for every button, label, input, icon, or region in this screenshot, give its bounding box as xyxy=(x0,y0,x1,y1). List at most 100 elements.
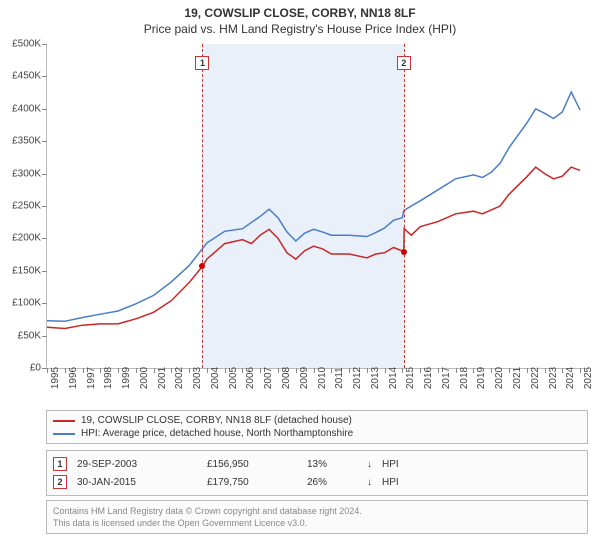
x-tick-mark xyxy=(473,368,474,373)
y-tick-label: £400K xyxy=(3,103,41,114)
y-tick-label: £250K xyxy=(3,201,41,212)
x-tick-label: 2006 xyxy=(245,367,256,389)
footer-box: Contains HM Land Registry data © Crown c… xyxy=(46,500,588,534)
x-tick-mark xyxy=(242,368,243,373)
y-tick-mark xyxy=(42,336,47,337)
x-tick-mark xyxy=(100,368,101,373)
x-tick-mark xyxy=(278,368,279,373)
x-tick-mark xyxy=(367,368,368,373)
footer-line-2: This data is licensed under the Open Gov… xyxy=(53,517,581,529)
x-tick-mark xyxy=(171,368,172,373)
legend-label-price-paid: 19, COWSLIP CLOSE, CORBY, NN18 8LF (deta… xyxy=(81,415,352,426)
x-tick-mark xyxy=(296,368,297,373)
x-tick-mark xyxy=(225,368,226,373)
sale-vline-label: 2 xyxy=(397,56,411,70)
x-tick-label: 2024 xyxy=(565,367,576,389)
x-tick-label: 2018 xyxy=(459,367,470,389)
y-tick-label: £500K xyxy=(3,39,41,50)
transaction-marker-1: 1 xyxy=(53,457,67,471)
x-tick-label: 2005 xyxy=(228,367,239,389)
x-tick-mark xyxy=(154,368,155,373)
x-tick-mark xyxy=(491,368,492,373)
x-tick-mark xyxy=(402,368,403,373)
sale-vline xyxy=(404,44,405,368)
x-tick-label: 2012 xyxy=(352,367,363,389)
y-tick-label: £0 xyxy=(3,363,41,374)
x-tick-label: 1997 xyxy=(86,367,97,389)
x-tick-mark xyxy=(189,368,190,373)
x-tick-label: 2008 xyxy=(281,367,292,389)
y-tick-mark xyxy=(42,109,47,110)
legend-label-hpi: HPI: Average price, detached house, Nort… xyxy=(81,428,353,439)
x-tick-label: 2002 xyxy=(174,367,185,389)
x-tick-label: 2009 xyxy=(299,367,310,389)
x-tick-mark xyxy=(456,368,457,373)
y-tick-label: £200K xyxy=(3,233,41,244)
transaction-price-2: £179,750 xyxy=(207,477,297,488)
x-tick-mark xyxy=(420,368,421,373)
x-tick-mark xyxy=(527,368,528,373)
x-tick-mark xyxy=(349,368,350,373)
y-tick-mark xyxy=(42,174,47,175)
legend-row-price-paid: 19, COWSLIP CLOSE, CORBY, NN18 8LF (deta… xyxy=(53,414,581,427)
x-tick-label: 2013 xyxy=(370,367,381,389)
y-tick-mark xyxy=(42,303,47,304)
sale-dot xyxy=(401,249,407,255)
x-tick-label: 2003 xyxy=(192,367,203,389)
transactions-box: 1 29-SEP-2003 £156,950 13% ↓ HPI 2 30-JA… xyxy=(46,450,588,496)
x-tick-mark xyxy=(83,368,84,373)
x-tick-label: 2017 xyxy=(441,367,452,389)
y-tick-mark xyxy=(42,206,47,207)
page-root: 19, COWSLIP CLOSE, CORBY, NN18 8LF Price… xyxy=(0,0,600,560)
y-tick-mark xyxy=(42,76,47,77)
x-tick-mark xyxy=(47,368,48,373)
arrow-down-icon: ↓ xyxy=(367,477,372,488)
x-tick-mark xyxy=(207,368,208,373)
x-tick-mark xyxy=(580,368,581,373)
x-tick-mark xyxy=(545,368,546,373)
y-tick-mark xyxy=(42,44,47,45)
transaction-row-1: 1 29-SEP-2003 £156,950 13% ↓ HPI xyxy=(53,455,581,473)
x-tick-mark xyxy=(136,368,137,373)
legend-swatch-price-paid xyxy=(53,420,75,422)
legend-box: 19, COWSLIP CLOSE, CORBY, NN18 8LF (deta… xyxy=(46,410,588,444)
transaction-price-1: £156,950 xyxy=(207,459,297,470)
x-tick-label: 2016 xyxy=(423,367,434,389)
x-tick-label: 1996 xyxy=(68,367,79,389)
x-tick-label: 2011 xyxy=(334,367,345,389)
x-tick-label: 1999 xyxy=(121,367,132,389)
x-tick-label: 2000 xyxy=(139,367,150,389)
x-tick-label: 2025 xyxy=(583,367,594,389)
x-tick-mark xyxy=(438,368,439,373)
chart-area: £0£50K£100K£150K£200K£250K£300K£350K£400… xyxy=(46,44,589,369)
x-tick-label: 2015 xyxy=(405,367,416,389)
y-tick-label: £50K xyxy=(3,330,41,341)
chart-svg xyxy=(47,44,589,368)
sale-dot xyxy=(199,263,205,269)
transaction-date-2: 30-JAN-2015 xyxy=(77,477,197,488)
x-tick-mark xyxy=(118,368,119,373)
x-tick-mark xyxy=(260,368,261,373)
x-tick-label: 2007 xyxy=(263,367,274,389)
transaction-pct-2: 26% xyxy=(307,477,357,488)
legend-swatch-hpi xyxy=(53,433,75,435)
x-tick-mark xyxy=(65,368,66,373)
chart-subtitle: Price paid vs. HM Land Registry's House … xyxy=(0,20,600,36)
x-tick-label: 1995 xyxy=(50,367,61,389)
series-price_paid xyxy=(47,167,580,328)
y-tick-label: £150K xyxy=(3,265,41,276)
transaction-vs-1: HPI xyxy=(382,459,399,470)
transaction-marker-2: 2 xyxy=(53,475,67,489)
x-tick-mark xyxy=(562,368,563,373)
y-tick-mark xyxy=(42,238,47,239)
x-tick-label: 2001 xyxy=(157,367,168,389)
transaction-date-1: 29-SEP-2003 xyxy=(77,459,197,470)
x-tick-mark xyxy=(385,368,386,373)
y-tick-mark xyxy=(42,271,47,272)
x-tick-label: 2020 xyxy=(494,367,505,389)
sale-vline xyxy=(202,44,203,368)
x-tick-label: 2022 xyxy=(530,367,541,389)
transaction-row-2: 2 30-JAN-2015 £179,750 26% ↓ HPI xyxy=(53,473,581,491)
x-tick-label: 2004 xyxy=(210,367,221,389)
legend-row-hpi: HPI: Average price, detached house, Nort… xyxy=(53,427,581,440)
